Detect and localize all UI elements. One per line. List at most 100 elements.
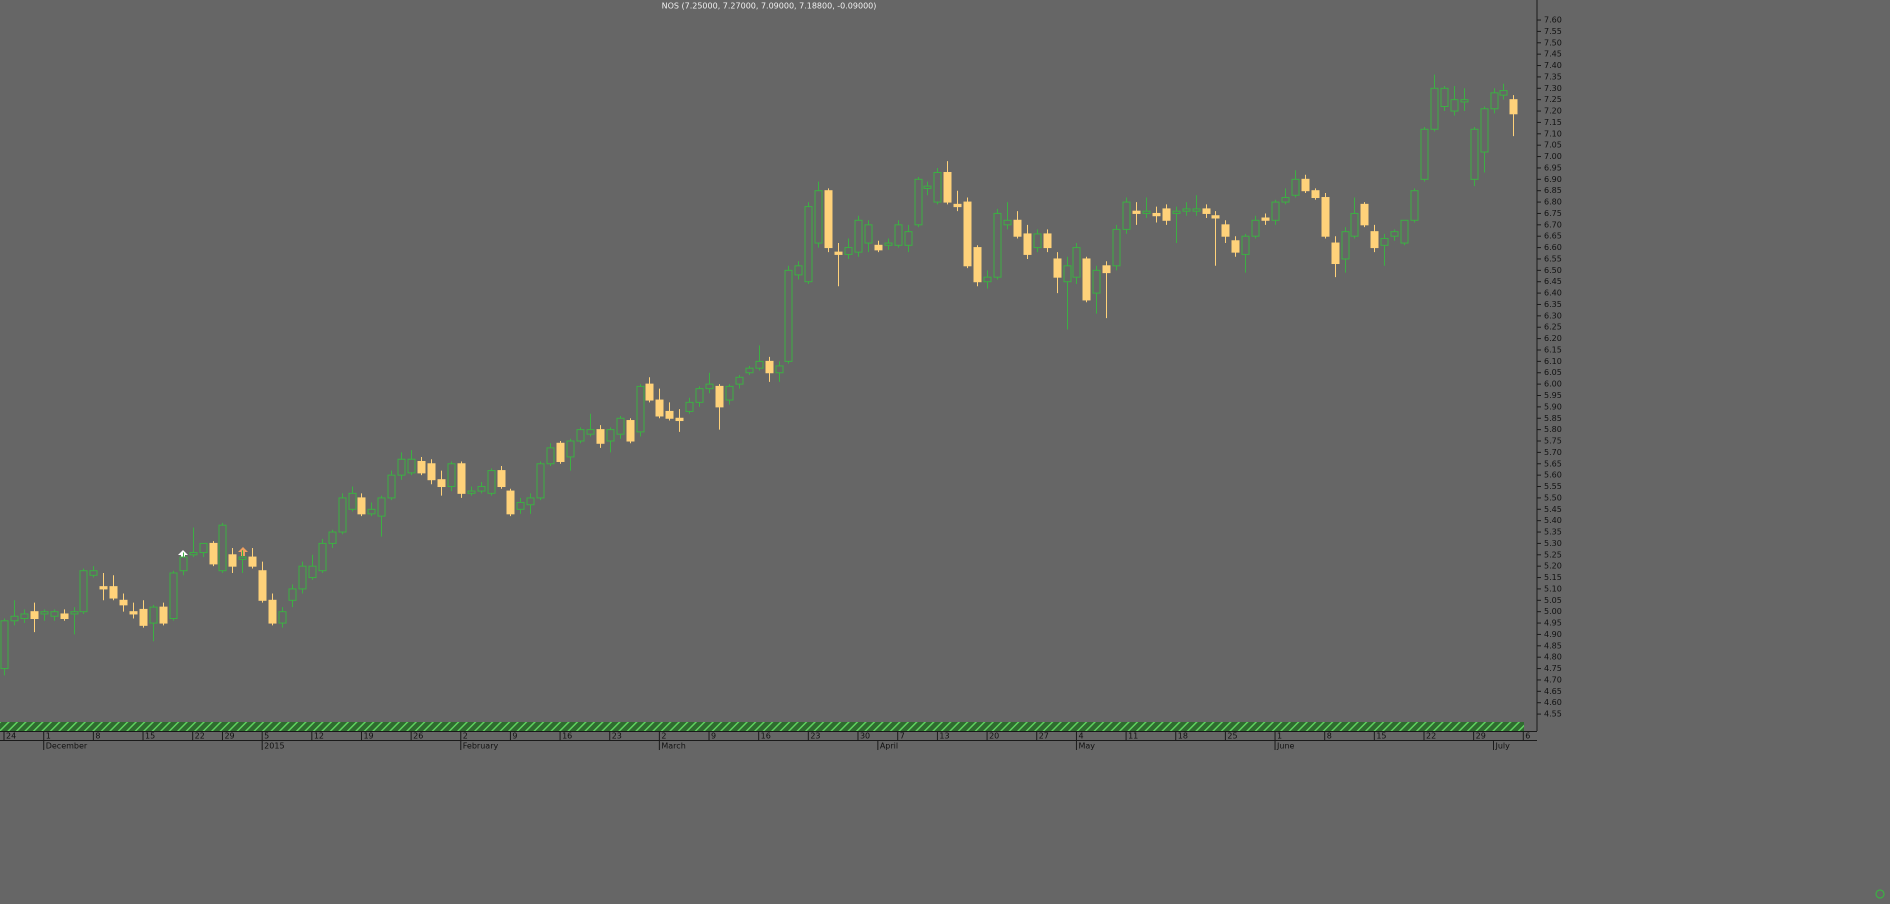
candle-body <box>536 463 545 499</box>
candle-body <box>1390 231 1399 237</box>
y-tick-label: 5.85 <box>1544 414 1562 423</box>
candle-body <box>0 620 9 670</box>
candle-body <box>218 524 227 572</box>
candle-body <box>1102 265 1111 274</box>
candle-body <box>814 190 823 244</box>
candle-body <box>50 611 59 617</box>
candle-body <box>1291 178 1300 196</box>
candle-body <box>60 613 69 620</box>
y-tick-label: 7.50 <box>1544 38 1562 47</box>
y-tick-label: 7.45 <box>1544 50 1562 59</box>
y-tick-label: 6.40 <box>1544 289 1562 298</box>
candle-body <box>884 242 893 246</box>
chart-title: NOS (7.25000, 7.27000, 7.09000, 7.18800,… <box>662 2 877 11</box>
candle-body <box>348 492 357 510</box>
x-tick-label: 23 <box>612 732 622 741</box>
y-tick-label: 5.80 <box>1544 425 1562 434</box>
y-tick-label: 5.75 <box>1544 437 1562 446</box>
candle-body <box>1380 237 1389 246</box>
candle-body <box>1072 247 1081 278</box>
candle-body <box>1341 231 1350 260</box>
candle-body <box>407 458 416 474</box>
candle-body <box>705 383 714 390</box>
y-tick-label: 7.40 <box>1544 61 1562 70</box>
x-tick-label: 6 <box>1525 732 1530 741</box>
x-tick-label: 20 <box>989 732 999 741</box>
candle-body <box>645 383 654 401</box>
x-tick-label: 5 <box>264 732 269 741</box>
candle-body <box>1470 128 1479 180</box>
candle-body <box>1241 235 1250 255</box>
y-tick-label: 4.95 <box>1544 619 1562 628</box>
month-label: June <box>1276 742 1295 751</box>
y-tick-label: 6.25 <box>1544 323 1562 332</box>
candle-body <box>1311 190 1320 199</box>
y-tick-label: 4.80 <box>1544 653 1562 662</box>
candle-body <box>943 171 952 203</box>
x-tick-label: 22 <box>195 732 205 741</box>
candle-body <box>417 460 426 474</box>
x-tick-label: 26 <box>413 732 423 741</box>
y-tick-label: 6.00 <box>1544 380 1562 389</box>
candle-body <box>437 479 446 488</box>
candle-body <box>1013 219 1022 237</box>
candle-body <box>546 447 555 465</box>
candle-body <box>387 474 396 499</box>
y-tick-label: 6.45 <box>1544 277 1562 286</box>
candle-body <box>159 606 168 624</box>
candle-body <box>1211 215 1220 219</box>
candle-body <box>1480 108 1489 153</box>
candle-body <box>1450 99 1459 112</box>
candle-body <box>1410 190 1419 221</box>
y-tick-label: 6.75 <box>1544 209 1562 218</box>
candle-body <box>1261 217 1270 221</box>
candle-body <box>973 247 982 283</box>
month-label: December <box>46 742 88 751</box>
candle-body <box>1271 201 1280 221</box>
x-tick-label: 13 <box>939 732 949 741</box>
y-tick-label: 7.00 <box>1544 152 1562 161</box>
candle-body <box>1281 197 1290 203</box>
y-tick-label: 5.95 <box>1544 391 1562 400</box>
candle-body <box>367 508 376 515</box>
candle-body <box>655 399 664 417</box>
candle-body <box>109 586 118 599</box>
candle-body <box>1162 208 1171 221</box>
status-icon <box>1875 889 1885 899</box>
y-tick-label: 6.05 <box>1544 368 1562 377</box>
y-tick-label: 5.40 <box>1544 516 1562 525</box>
candle-body <box>834 251 843 255</box>
y-tick-label: 4.65 <box>1544 687 1562 696</box>
candle-body <box>189 552 198 556</box>
y-tick-label: 5.50 <box>1544 493 1562 502</box>
month-label: March <box>661 742 685 751</box>
y-tick-label: 6.90 <box>1544 175 1562 184</box>
plot-area: 4.55 4.60 4.65 4.70 4.75 4.80 4.85 4.90 4.95 5.00… <box>0 16 1562 751</box>
y-tick-label: 7.05 <box>1544 141 1562 150</box>
candle-body <box>804 206 813 283</box>
candle-body <box>139 608 148 626</box>
x-tick-label: 7 <box>900 732 905 741</box>
candle-body <box>586 429 595 435</box>
candle-body <box>70 611 79 615</box>
candle-body <box>1092 269 1101 294</box>
candle-body <box>665 410 674 419</box>
y-tick-label: 4.75 <box>1544 664 1562 673</box>
y-tick-label: 7.10 <box>1544 129 1562 138</box>
y-tick-label: 7.60 <box>1544 16 1562 25</box>
candle-body <box>765 360 774 374</box>
candle-body <box>1509 99 1518 115</box>
candle-body <box>238 556 247 560</box>
y-tick-label: 5.00 <box>1544 607 1562 616</box>
y-tick-label: 6.80 <box>1544 198 1562 207</box>
y-tick-label: 5.30 <box>1544 539 1562 548</box>
x-tick-label: 25 <box>1227 732 1237 741</box>
y-tick-label: 7.25 <box>1544 95 1562 104</box>
candle-body <box>953 203 962 208</box>
candle-body <box>10 615 19 622</box>
x-tick-label: 15 <box>1376 732 1386 741</box>
candle-body <box>199 542 208 554</box>
y-tick-label: 6.30 <box>1544 311 1562 320</box>
candle-body <box>695 388 704 403</box>
